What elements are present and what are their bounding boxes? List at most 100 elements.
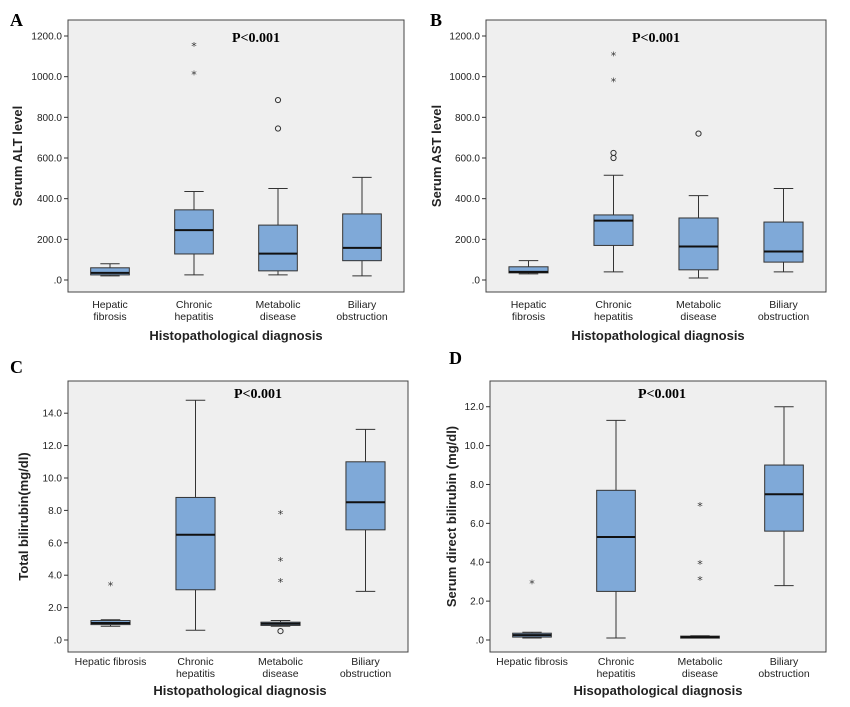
box	[508, 266, 549, 274]
category-label-line: Metabolic	[676, 299, 721, 311]
category-label-line: disease	[262, 668, 298, 680]
y-axis-label: Serum ALT level	[10, 106, 25, 206]
x-axis-label: Hisopathological diagnosis	[573, 683, 742, 698]
y-tick-label: 800.0	[455, 113, 480, 124]
p-value-label: P<0.001	[232, 31, 280, 46]
y-tick-label: 4.0	[48, 571, 62, 582]
outlier-point	[274, 125, 282, 132]
box	[175, 496, 216, 591]
y-tick-label: 10.0	[43, 474, 63, 485]
x-axis-label: Histopathological diagnosis	[571, 328, 744, 343]
box	[763, 221, 804, 263]
y-tick-label: 14.0	[43, 409, 63, 420]
category-label-line: Chronic	[176, 299, 212, 311]
box	[678, 217, 719, 271]
y-tick-label: 600.0	[455, 154, 480, 165]
y-tick-label: 4.0	[470, 558, 484, 569]
outlier-point	[695, 130, 702, 137]
y-tick-label: 1200.0	[31, 32, 62, 43]
box	[593, 214, 634, 246]
category-label-line: obstruction	[758, 668, 810, 680]
y-tick-label: 600.0	[37, 154, 62, 165]
panel-d: D P<0.001 .0 2.0 4.0 6.0 8.0 10.0 12.0 Serum dire…	[444, 348, 827, 698]
category-label-line: disease	[680, 311, 716, 323]
outlier-point	[610, 149, 617, 157]
category-label-line: Chronic	[177, 656, 213, 668]
panel-label: B	[430, 10, 442, 30]
category-label-line: Hepatic fibrosis	[75, 656, 147, 668]
category-label-line: obstruction	[336, 311, 388, 323]
y-tick-label: 12.0	[43, 441, 63, 452]
y-tick-label: 400.0	[37, 194, 62, 205]
panel-b: B P<0.001 .0 200.0 400.0 600.0 800.0 1000.0 1200…	[429, 10, 827, 343]
category-label-line: Biliary	[348, 299, 377, 311]
y-tick-label: 6.0	[48, 538, 62, 549]
extreme-point: *	[697, 558, 703, 571]
extreme-point: *	[611, 76, 617, 89]
y-tick-label: 1200.0	[449, 32, 480, 43]
panel-label: A	[10, 10, 23, 30]
y-tick-label: 200.0	[455, 235, 480, 246]
outlier-point	[277, 627, 284, 635]
extreme-point: *	[611, 49, 617, 62]
extreme-point: *	[108, 579, 114, 592]
y-tick-label: 1000.0	[449, 72, 480, 83]
y-tick-label: 6.0	[470, 519, 484, 530]
extreme-point: *	[278, 508, 284, 521]
y-tick-label: 1000.0	[31, 72, 62, 83]
category-label-line: Chronic	[598, 656, 634, 668]
panel-label: D	[449, 348, 462, 368]
y-tick-label: 800.0	[37, 113, 62, 124]
category-label-line: Biliary	[770, 656, 799, 668]
extreme-point: *	[529, 578, 535, 591]
category-label: Hepatic fibrosis	[496, 656, 568, 668]
category-label-line: obstruction	[340, 668, 392, 680]
panel-label: C	[10, 357, 23, 377]
category-label-line: Hepatic fibrosis	[496, 656, 568, 668]
y-tick-label: 12.0	[465, 402, 485, 413]
y-tick-label: 2.0	[470, 597, 484, 608]
x-axis-label: Histopathological diagnosis	[149, 328, 322, 343]
extreme-point: *	[191, 40, 197, 53]
box	[764, 464, 804, 532]
y-tick-label: 10.0	[465, 441, 485, 452]
category-label-line: Biliary	[769, 299, 798, 311]
panel-c: C P<0.001 .0 2.0 4.0 6.0 8.0 10.0 12.0 14.0 Total …	[10, 357, 409, 698]
category-label: Hepatic fibrosis	[75, 656, 147, 668]
p-value-label: P<0.001	[632, 31, 680, 46]
category-label-line: disease	[682, 668, 718, 680]
category-label-line: Metabolic	[258, 656, 303, 668]
category-label-line: Chronic	[595, 299, 631, 311]
y-tick-label: 8.0	[470, 480, 484, 491]
category-label-line: hepatitis	[176, 668, 215, 680]
box	[90, 267, 130, 276]
category-label-line: fibrosis	[93, 311, 126, 323]
y-tick-label: .0	[472, 276, 481, 287]
extreme-point: *	[697, 500, 703, 513]
y-tick-label: .0	[54, 636, 63, 647]
extreme-point: *	[191, 69, 197, 82]
box	[258, 224, 298, 272]
extreme-point: *	[278, 576, 284, 589]
category-label-line: Hepatic	[92, 299, 128, 311]
category-label-line: hepatitis	[596, 668, 635, 680]
category-label-line: disease	[260, 311, 296, 323]
box	[345, 461, 386, 531]
box	[596, 489, 636, 592]
box	[174, 209, 214, 255]
extreme-point: *	[278, 555, 284, 568]
box	[342, 213, 382, 262]
category-label-line: Hepatic	[511, 299, 547, 311]
